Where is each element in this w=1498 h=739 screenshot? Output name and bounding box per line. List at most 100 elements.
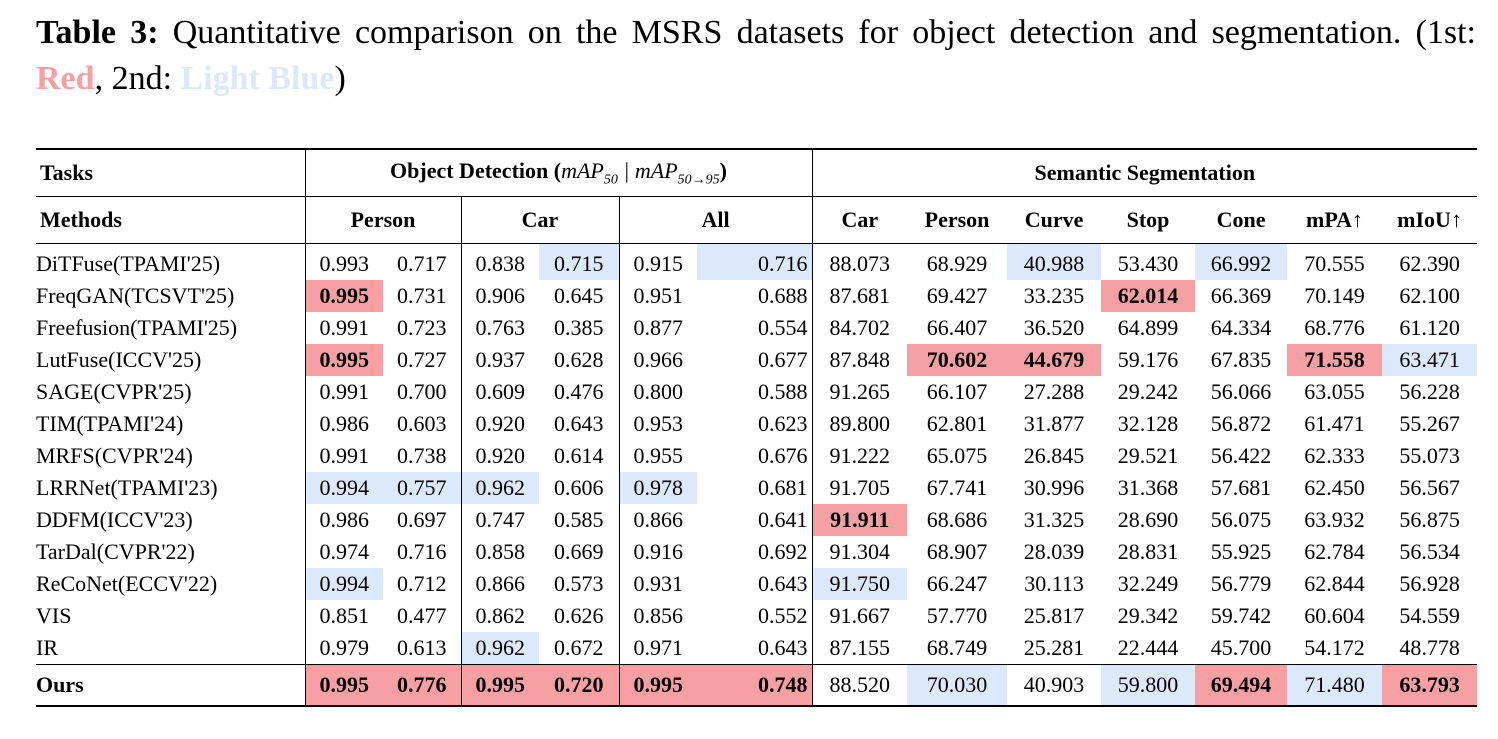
method-name: DDFM(ICCV'23) [36,507,193,532]
od-metric-2-sub: 50→95 [677,172,720,188]
value-cell: 56.567 [1399,475,1460,500]
value-cell: 0.856 [618,600,697,632]
value-cell: 63.793 [1382,664,1478,707]
seg-col-person: Person [907,196,1008,244]
method-name: LutFuse(ICCV'25) [36,347,202,372]
value-cell: 0.669 [554,539,604,564]
value-cell: 69.427 [926,283,988,308]
seg-col-mpa: mPA↑ [1287,196,1383,244]
caption-close: ) [334,60,346,97]
value-cell: 66.407 [926,315,988,340]
value-cell: 0.697 [397,507,447,532]
value-cell: 0.877 [618,312,697,344]
value-cell: 62.333 [1304,443,1365,468]
value-cell: 0.688 [697,280,813,312]
value-cell: 0.995 [304,664,383,707]
value-cell: 57.770 [926,603,988,628]
value-cell: 55.925 [1210,539,1272,564]
value-cell: 0.628 [554,347,604,372]
method-name: TarDal(CVPR'22) [36,539,195,564]
value-cell: 0.477 [397,603,447,628]
table-row: MRFS(CVPR'24) 0.991 0.738 0.920 0.614 0.955 0.… [36,440,1477,472]
value-cell: 28.690 [1117,507,1179,532]
value-cell: 0.995 [304,344,383,376]
value-cell: 0.995 [618,664,697,707]
value-cell: 0.626 [554,603,604,628]
method-name: TIM(TPAMI'24) [36,411,184,436]
value-cell: 59.176 [1117,347,1179,372]
method-name: DiTFuse(TPAMI'25) [36,243,305,280]
value-cell: 0.748 [697,664,813,707]
value-cell: 70.555 [1287,243,1383,280]
value-cell: 56.422 [1210,443,1272,468]
table-row: TIM(TPAMI'24) 0.986 0.603 0.920 0.643 0.953 0.… [36,408,1477,440]
value-cell: 0.962 [460,632,539,665]
value-cell: 56.075 [1210,507,1272,532]
value-cell: 0.994 [304,568,383,600]
seg-col-miou: mIoU↑ [1382,196,1478,244]
methods-header: Methods [36,196,305,244]
od-title: Object Detection ( [390,157,562,183]
value-cell: 0.603 [397,411,447,436]
task-header-row: Tasks Object Detection (mAP50 | mAP50→95… [36,148,1478,197]
seg-col-car: Car [812,196,908,244]
value-cell: 0.723 [397,315,447,340]
value-cell: 69.494 [1195,664,1288,707]
value-cell: 87.155 [829,635,891,660]
value-cell: 0.978 [618,472,697,504]
value-cell: 88.520 [812,664,908,707]
value-cell: 27.288 [1023,379,1085,404]
value-cell: 66.107 [926,379,988,404]
value-cell: 0.915 [618,243,697,280]
caption-second-color-word: Light Blue [180,60,335,97]
value-cell: 89.800 [829,411,891,436]
value-cell: 32.249 [1117,571,1179,596]
table-row: ReCoNet(ECCV'22) 0.994 0.712 0.866 0.573 0.93… [36,568,1477,600]
table-row: DDFM(ICCV'23) 0.986 0.697 0.747 0.585 0.866 0.… [36,504,1477,536]
value-cell: 56.228 [1399,379,1460,404]
value-cell: 62.784 [1304,539,1365,564]
value-cell: 0.552 [697,600,813,632]
value-cell: 0.966 [618,344,697,376]
value-cell: 68.749 [926,635,988,660]
table-row: VIS 0.851 0.477 0.862 0.626 0.856 0.552 91.667 5… [36,600,1477,632]
od-col-all: All [618,196,813,244]
value-cell: 0.920 [460,440,539,472]
value-cell: 63.055 [1304,379,1365,404]
value-cell: 91.705 [829,475,891,500]
table-row: FreqGAN(TCSVT'25) 0.995 0.731 0.906 0.645 0.9… [36,280,1477,312]
value-cell: 0.995 [304,280,383,312]
value-cell: 61.471 [1304,411,1365,436]
value-cell: 0.716 [397,539,447,564]
value-cell: 91.750 [812,568,908,600]
value-cell: 56.875 [1399,507,1460,532]
tasks-header: Tasks [36,148,305,197]
value-cell: 91.222 [829,443,891,468]
od-sep: | [617,157,635,183]
value-cell: 0.971 [618,632,697,665]
od-metric-2: mAP [634,157,678,183]
table-row: LRRNet(TPAMI'23) 0.994 0.757 0.962 0.606 0.97… [36,472,1477,504]
value-cell: 0.641 [697,504,813,536]
value-cell: 0.866 [618,504,697,536]
value-cell: 25.817 [1023,603,1085,628]
value-cell: 0.717 [383,243,461,280]
value-cell: 0.920 [460,408,539,440]
value-cell: 0.979 [304,632,383,665]
value-cell: 0.712 [397,571,447,596]
value-cell: 30.996 [1023,475,1085,500]
value-cell: 66.369 [1210,283,1272,308]
value-cell: 32.128 [1117,411,1179,436]
value-cell: 56.872 [1210,411,1272,436]
value-cell: 64.899 [1117,315,1179,340]
value-cell: 0.986 [304,504,383,536]
method-name: LRRNet(TPAMI'23) [36,475,218,500]
value-cell: 45.700 [1210,635,1272,660]
value-cell: 62.390 [1382,243,1478,280]
value-cell: 0.906 [460,280,539,312]
table-row: TarDal(CVPR'22) 0.974 0.716 0.858 0.669 0.916… [36,536,1477,568]
value-cell: 0.588 [697,376,813,408]
seg-col-curve: Curve [1007,196,1102,244]
value-cell: 87.681 [829,283,891,308]
method-name: VIS [36,603,72,628]
